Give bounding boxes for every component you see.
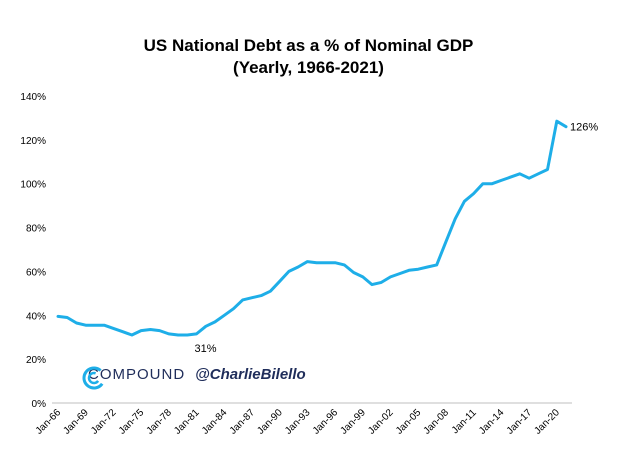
debt-to-gdp-line — [56, 119, 568, 337]
y-tick-label: 140% — [20, 92, 46, 103]
branding: COMPOUND @CharlieBilello — [82, 366, 306, 390]
y-tick-label: 120% — [20, 136, 46, 147]
y-tick-label: 80% — [26, 224, 46, 235]
x-tick-label: Jan-69 — [61, 407, 91, 437]
x-tick-label: Jan-75 — [117, 407, 147, 437]
y-tick-label: 40% — [26, 311, 46, 322]
x-tick-label: Jan-87 — [228, 407, 258, 437]
x-tick-label: Jan-66 — [34, 407, 64, 437]
x-tick-label: Jan-72 — [89, 407, 119, 437]
annotation-latest: 126% — [570, 122, 598, 134]
chart-subtitle: (Yearly, 1966-2021) — [233, 58, 384, 77]
x-tick-label: Jan-93 — [283, 407, 313, 437]
x-tick-label: Jan-99 — [339, 407, 369, 437]
chart-title: US National Debt as a % of Nominal GDP — [143, 36, 474, 55]
y-tick-label: 60% — [26, 267, 46, 278]
x-tick-label: Jan-14 — [477, 407, 507, 437]
x-tick-label: Jan-84 — [200, 407, 230, 437]
x-tick-label: Jan-78 — [145, 407, 175, 437]
y-tick-label: 20% — [26, 355, 46, 366]
author-handle: @CharlieBilello — [195, 366, 306, 383]
x-tick-label: Jan-17 — [505, 407, 535, 437]
annotation-low: 31% — [195, 343, 217, 355]
x-tick-label: Jan-02 — [366, 407, 396, 437]
x-tick-label: Jan-96 — [311, 407, 341, 437]
y-tick-label: 100% — [20, 180, 46, 191]
x-tick-label: Jan-20 — [532, 407, 562, 437]
brand-name: COMPOUND — [88, 366, 186, 383]
x-tick-label: Jan-05 — [394, 407, 424, 437]
x-tick-label: Jan-90 — [255, 407, 285, 437]
x-tick-label: Jan-81 — [172, 407, 202, 437]
y-tick-label: 0% — [32, 399, 47, 410]
x-tick-label: Jan-11 — [450, 407, 479, 436]
compound-logo-icon — [82, 366, 106, 390]
x-tick-label: Jan-08 — [422, 407, 452, 437]
